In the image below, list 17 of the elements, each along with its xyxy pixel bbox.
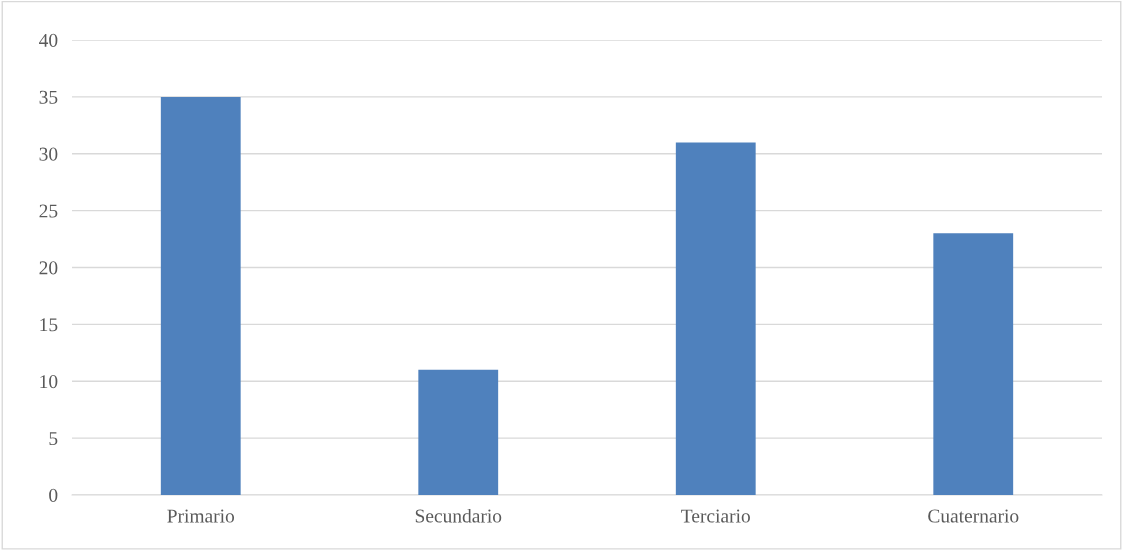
y-tick-label: 30 — [39, 147, 58, 161]
y-tick-label: 35 — [39, 90, 58, 104]
x-tick-label: Cuaternario — [928, 509, 1019, 523]
y-tick-label: 40 — [39, 33, 58, 47]
bar — [675, 142, 756, 495]
y-tick-label: 15 — [40, 318, 58, 332]
bar — [933, 233, 1014, 495]
x-tick-label: Terciario — [681, 509, 750, 523]
x-tick-label: Primario — [167, 509, 235, 523]
y-tick-label: 20 — [39, 261, 58, 275]
bar — [160, 96, 241, 495]
y-tick-label: 10 — [40, 375, 58, 389]
bar — [418, 369, 499, 495]
y-tick-label: 5 — [49, 432, 58, 446]
x-tick-label: Secundario — [415, 508, 502, 523]
y-tick-label: 0 — [49, 488, 58, 502]
y-tick-label: 25 — [39, 204, 58, 218]
